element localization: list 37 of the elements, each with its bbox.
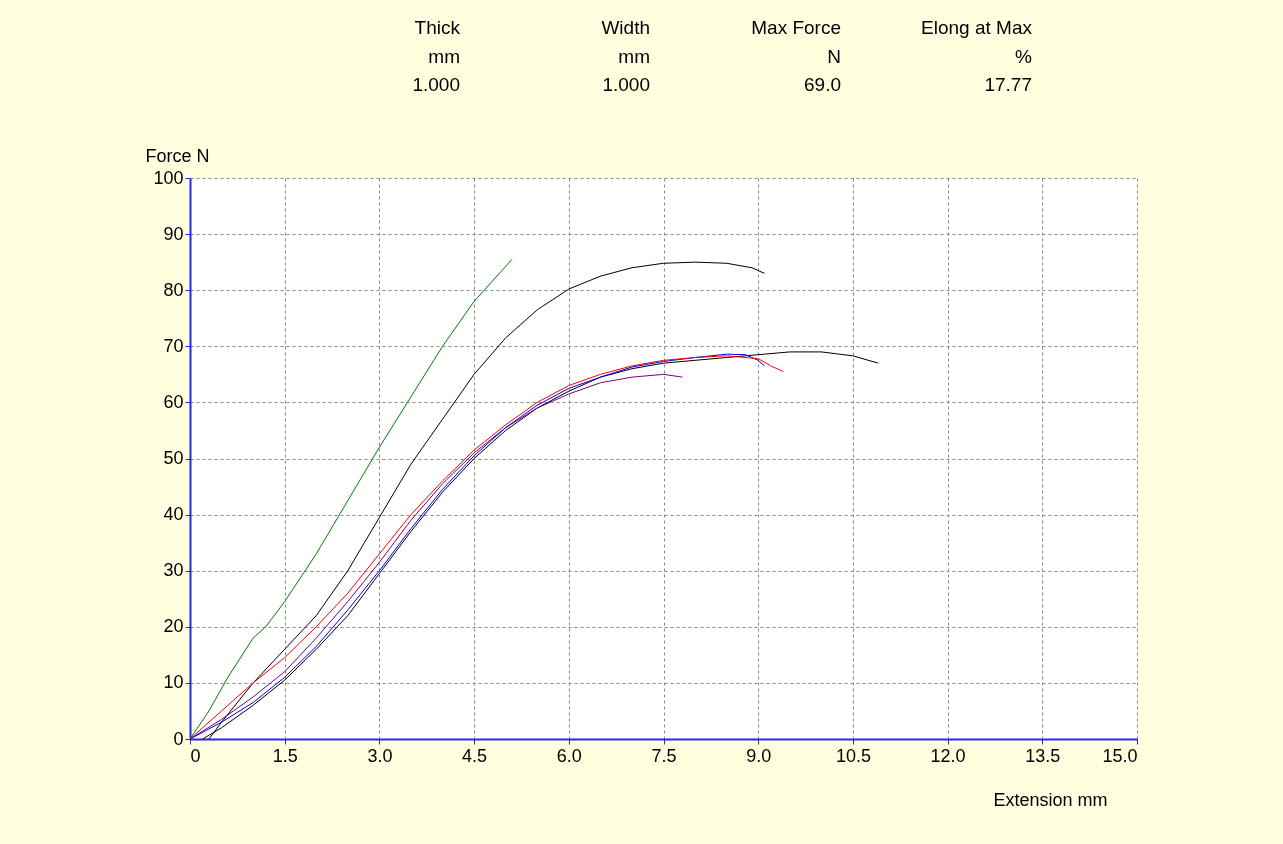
y-tick-label: 0	[173, 728, 184, 749]
text: Elong at Max	[921, 17, 1033, 38]
x-tick-label: 7.5	[651, 745, 677, 766]
y-tick-label: 30	[163, 560, 184, 581]
x-tick-label: 6.0	[556, 745, 582, 766]
text: Thick	[414, 17, 461, 38]
y-tick-label: 70	[163, 335, 184, 356]
text: 17.77	[984, 74, 1032, 95]
x-tick-label: 0	[190, 745, 201, 766]
x-tick-label: 9.0	[746, 745, 772, 766]
text: Max Force	[751, 17, 841, 38]
x-tick-label: 1.5	[272, 745, 298, 766]
text: 1.000	[602, 74, 650, 95]
x-tick-label: 12.0	[930, 745, 966, 766]
text: %	[1015, 46, 1033, 67]
line-series	[190, 258, 513, 739]
y-tick-label: 50	[163, 448, 184, 468]
text: N	[827, 46, 841, 67]
y-axis-title: Force N	[145, 145, 210, 166]
text: Width	[601, 17, 650, 38]
y-tick-label: 20	[163, 616, 184, 637]
y-tick-label: 60	[163, 391, 184, 412]
x-tick-label: 13.5	[1025, 745, 1061, 766]
y-tick-label: 10	[163, 672, 184, 693]
x-tick-label: 3.0	[367, 745, 393, 766]
y-tick-label: 40	[163, 504, 184, 525]
text: 69.0	[804, 74, 841, 95]
x-tick-label: 4.5	[462, 745, 488, 766]
text: mm	[618, 46, 650, 67]
text: mm	[428, 46, 460, 67]
x-tick-label: 15.0	[1102, 745, 1138, 766]
text: 1.000	[412, 74, 460, 95]
x-tick-label: 10.5	[835, 745, 871, 766]
y-tick-label: 90	[163, 223, 184, 244]
y-tick-label: 100	[153, 167, 184, 188]
y-tick-label: 80	[163, 279, 184, 300]
x-axis-title: Extension mm	[993, 789, 1108, 810]
